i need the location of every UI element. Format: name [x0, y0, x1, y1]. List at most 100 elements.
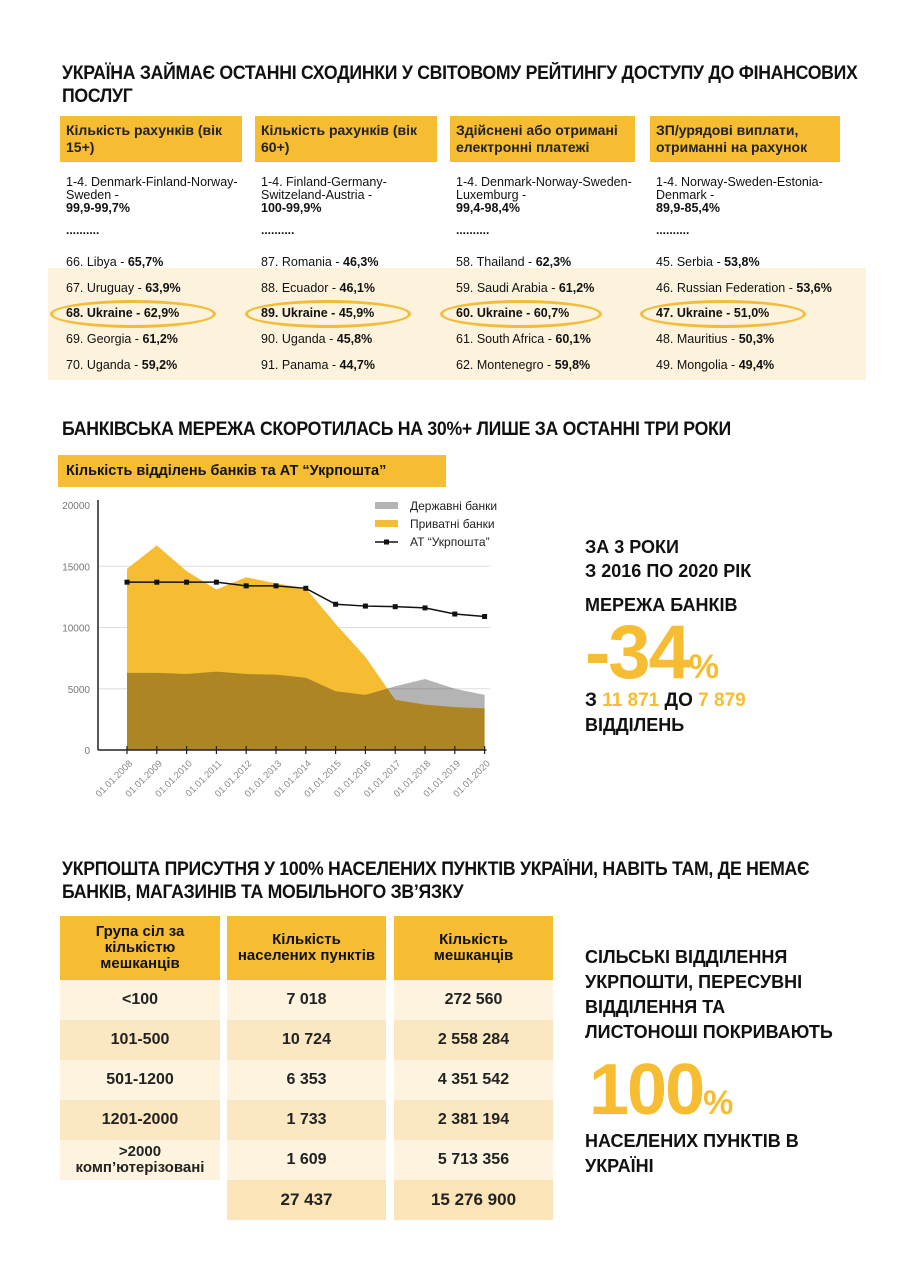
percent: 46,1% — [339, 280, 375, 295]
highlight-circle — [640, 300, 806, 329]
percent: 61,2% — [558, 280, 595, 295]
ellipsis: .......... — [456, 223, 490, 237]
country: 48. Mauritius - — [656, 332, 736, 347]
branches-chart: 0500010000150002000001.01.200801.01.2009… — [62, 499, 497, 800]
country: 66. Libya - — [66, 255, 125, 269]
ranking-row: 91. Panama - 44,7% — [255, 353, 437, 379]
to-prefix: ДО — [664, 690, 693, 711]
country: 49. Mongolia - — [656, 357, 736, 372]
y-tick-label: 0 — [84, 746, 90, 757]
percent-sign: % — [688, 648, 720, 686]
top-countries-value: 89,9-85,4% — [656, 201, 720, 215]
coverage-text: СІЛЬСЬКІ ВІДДІЛЕННЯ УКРПОШТИ, ПЕРЕСУВНІ … — [585, 947, 833, 1042]
ranking-row: 61. South Africa - 60,1% — [450, 327, 635, 353]
top-countries: 1-4. Norway-Sweden-Estonia-Denmark -89,9… — [650, 176, 840, 220]
ranking-row: 46. Russian Federation - 53,6% — [650, 276, 840, 302]
country: 46. Russian Federation - — [656, 280, 793, 295]
table-cell: 5 713 356 — [394, 1140, 553, 1180]
ukrposhta-point — [124, 579, 130, 585]
ukrposhta-point — [303, 585, 309, 591]
legend-marker — [384, 539, 389, 545]
table-cell: 1201-2000 — [60, 1100, 220, 1140]
top-countries-names: 1-4. Denmark-Norway-Sweden-Luxemburg - — [456, 175, 632, 202]
country: 62. Montenegro - — [456, 357, 552, 372]
percent: 61,2% — [142, 332, 178, 347]
table-cell: 101-500 — [60, 1020, 220, 1060]
legend-swatch-private — [375, 520, 398, 527]
ranking-row: 70. Uganda - 59,2% — [60, 353, 242, 379]
percent: 49,4% — [738, 357, 775, 372]
to-value: 7 879 — [698, 690, 746, 711]
ranking-row: 49. Mongolia - 49,4% — [650, 353, 840, 379]
table-cell: 4 351 542 — [394, 1060, 553, 1100]
ranking-column: Кількість рахунків (вік 60+) 1-4. Finlan… — [245, 116, 437, 379]
column-header: ЗП/урядові виплати, отриманні на рахунок — [650, 116, 840, 162]
table-column: Кількість населених пунктів 7 018 10 724 6 … — [227, 916, 386, 1220]
country: 70. Uganda - — [66, 357, 139, 372]
coverage-sign: % — [703, 1084, 734, 1122]
highlight-circle — [440, 300, 602, 329]
country: 87. Romania - — [261, 255, 340, 269]
state-banks-area — [127, 671, 485, 750]
coverage-tail: НАСЕЛЕНИХ ПУНКТІВ В УКРАЇНІ — [585, 1131, 799, 1176]
table-cell: 7 018 — [227, 980, 386, 1020]
top-countries-names: 1-4. Finland-Germany-Switzeland-Austria … — [261, 175, 387, 202]
percent: 60,1% — [555, 332, 591, 347]
ellipsis: .......... — [66, 223, 100, 237]
highlight-circle — [50, 300, 216, 329]
ukrposhta-point — [362, 603, 368, 609]
percent: 50,3% — [738, 332, 775, 347]
percent-change: -34% — [585, 615, 885, 691]
table-cell: 1 609 — [227, 1140, 386, 1180]
y-tick-label: 15000 — [62, 562, 90, 573]
column-header: Кількість рахунків (вік 15+) — [60, 116, 242, 162]
section3-title: УКРПОШТА ПРИСУТНЯ У 100% НАСЕЛЕНИХ ПУНКТ… — [62, 859, 810, 903]
ranking-row: 69. Georgia - 61,2% — [60, 327, 242, 353]
top-countries-value: 99,4-98,4% — [456, 201, 520, 215]
summary-line3: МЕРЕЖА БАНКІВ — [585, 595, 738, 615]
table-total: 15 276 900 — [394, 1180, 553, 1220]
ukraine-row: 68. Ukraine - 62,9% — [50, 300, 242, 329]
y-tick-label: 20000 — [62, 501, 90, 512]
ellipsis: .......... — [656, 223, 690, 237]
column-header: Кількість рахунків (вік 60+) — [255, 116, 437, 162]
section1-title: УКРАЇНА ЗАЙМАЄ ОСТАННІ СХОДИНКИ У СВІТОВ… — [62, 63, 858, 107]
percent: 65,7% — [127, 255, 164, 269]
table-column: Кількість мешканців 272 560 2 558 284 4 351… — [394, 916, 553, 1220]
unit: ВІДДІЛЕНЬ — [585, 715, 685, 735]
ranking-column: ЗП/урядові виплати, отриманні на рахунок… — [640, 116, 840, 379]
section2-title: БАНКІВСЬКА МЕРЕЖА СКОРОТИЛАСЬ НА 30%+ ЛИ… — [62, 419, 731, 440]
ukrposhta-point — [392, 604, 398, 610]
ranking-row: 62. Montenegro - 59,8% — [450, 353, 635, 379]
country: 91. Panama - — [261, 357, 337, 372]
table-cell: 501-1200 — [60, 1060, 220, 1100]
ranking-row: 87. Romania - 46,3% — [255, 250, 437, 276]
table-cell: 6 353 — [227, 1060, 386, 1100]
table-cell: >2000 комп’ютерізовані — [60, 1140, 220, 1180]
percent-value: -34 — [585, 610, 691, 695]
ranking-row: 59. Saudi Arabia - 61,2% — [450, 276, 635, 302]
ukrposhta-point — [184, 579, 190, 585]
legend-swatch-state — [375, 502, 398, 509]
top-countries-names: 1-4. Denmark-Finland-Norway-Sweden - — [66, 175, 238, 202]
ukraine-row: 89. Ukraine - 45,9% — [245, 300, 437, 329]
legend-label: Приватні банки — [410, 517, 495, 531]
ranking-row: 45. Serbia - 53,8% — [650, 250, 840, 276]
percent: 44,7% — [339, 357, 375, 372]
top-countries: 1-4. Denmark-Finland-Norway-Sweden -99,9… — [60, 176, 242, 220]
table-header: Кількість мешканців — [394, 916, 553, 980]
ranking-row: 90. Uganda - 45,8% — [255, 327, 437, 353]
ranking-column: Кількість рахунків (вік 15+) 1-4. Denmar… — [50, 116, 242, 379]
top-countries: 1-4. Denmark-Norway-Sweden-Luxemburg -99… — [450, 176, 635, 220]
ellipsis: .......... — [261, 223, 295, 237]
table-cell: 1 733 — [227, 1100, 386, 1140]
from-value: 11 871 — [602, 690, 660, 711]
ranking-row: 66. Libya - 65,7% — [60, 250, 242, 276]
ukrposhta-point — [243, 583, 249, 589]
percent: 59,2% — [141, 357, 178, 372]
summary-line1: ЗА 3 РОКИ — [585, 537, 679, 557]
table-cell: 272 560 — [394, 980, 553, 1020]
percent: 59,8% — [554, 357, 591, 372]
coverage-percent: 100% — [589, 1045, 835, 1130]
ukrposhta-summary: СІЛЬСЬКІ ВІДДІЛЕННЯ УКРПОШТИ, ПЕРЕСУВНІ … — [585, 945, 835, 1179]
